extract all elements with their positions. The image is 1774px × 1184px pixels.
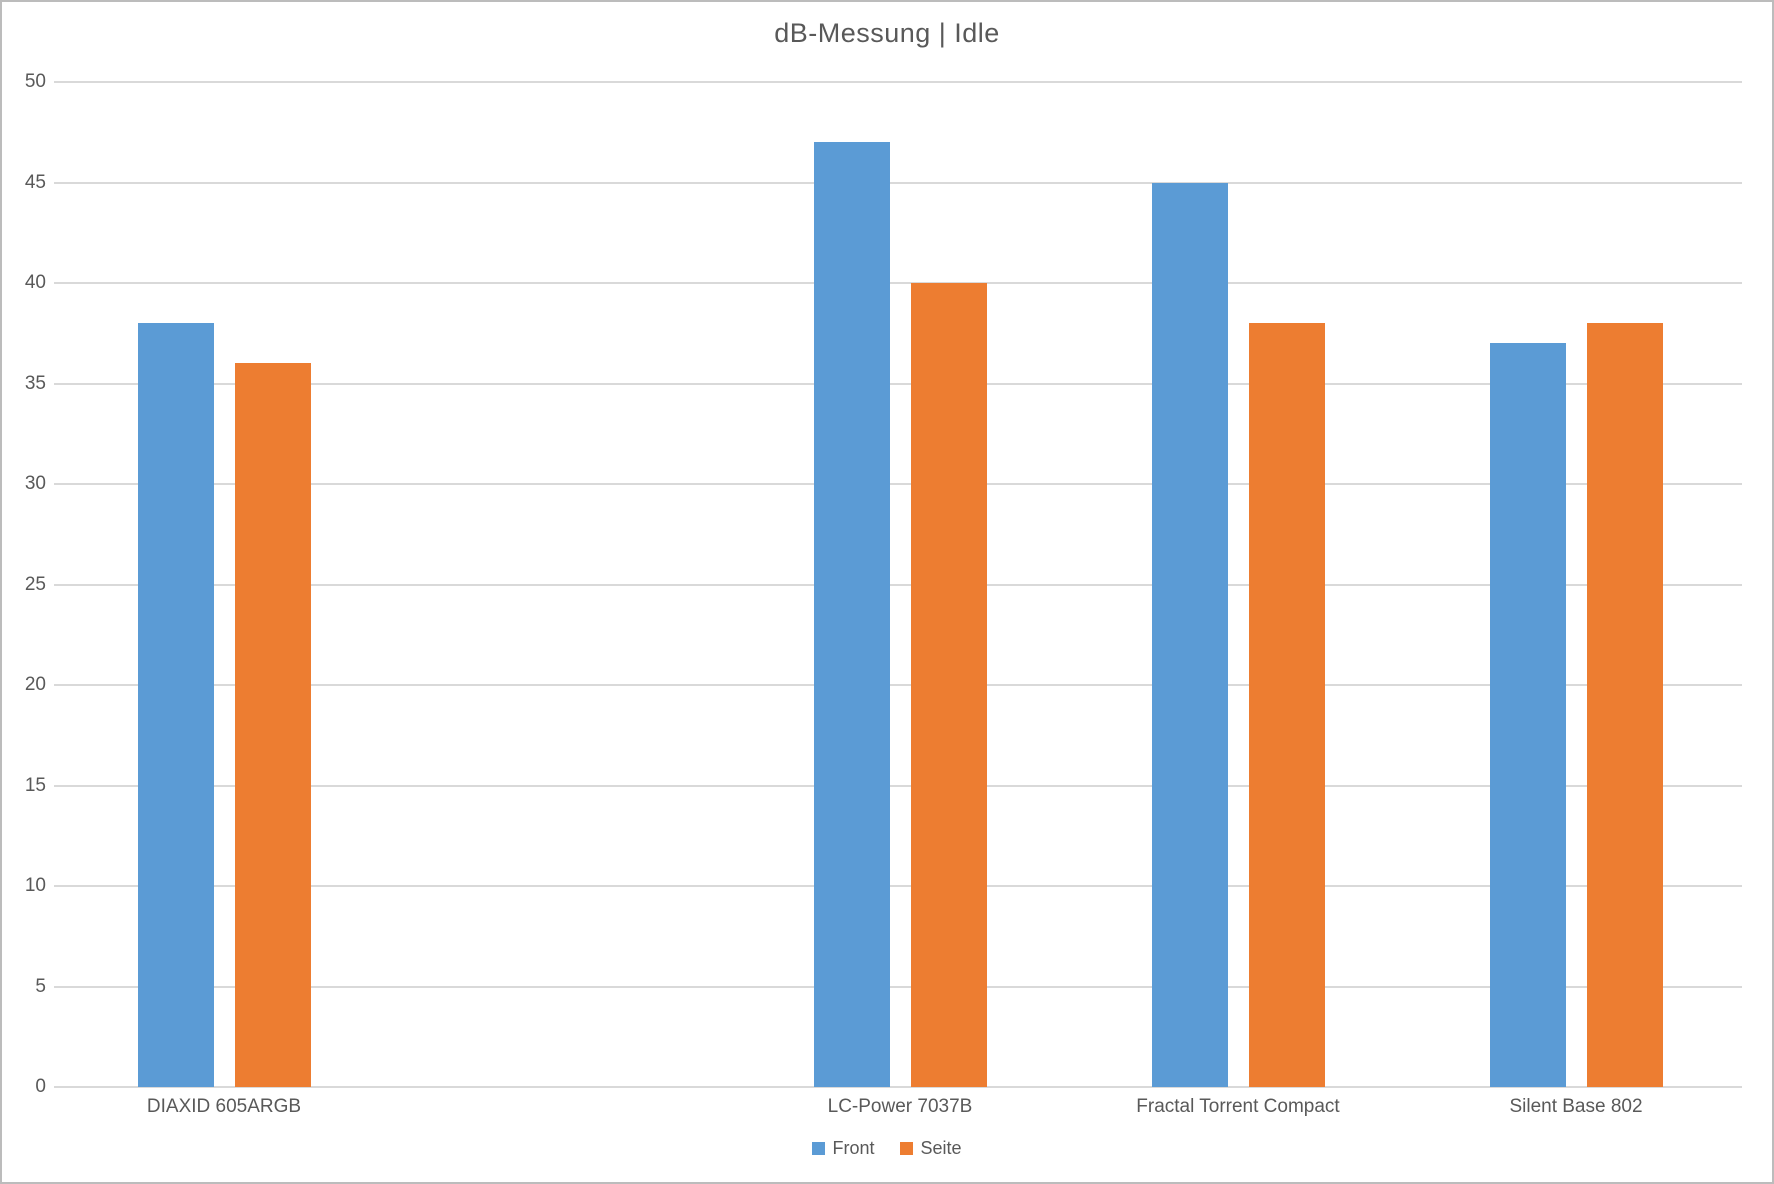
x-axis-category-label-fractal-torrent-compact: Fractal Torrent Compact — [1136, 1096, 1340, 1117]
y-axis-tick-label-0: 0 — [35, 1076, 46, 1097]
bar-front-silent-base-802 — [1489, 343, 1566, 1087]
y-axis-tick-label-25: 25 — [24, 573, 46, 595]
gridline-50 — [54, 81, 1742, 83]
legend-swatch-icon-front — [812, 1142, 826, 1155]
legend-item-seite: Seite — [900, 1138, 962, 1159]
gridline-25 — [54, 583, 1742, 586]
y-axis-tick-label-15: 15 — [24, 774, 46, 796]
gridline-45 — [54, 181, 1742, 184]
y-axis-tick-label-45: 45 — [24, 171, 46, 193]
bar-seite-silent-base-802 — [1586, 323, 1663, 1087]
bar-seite-lc-power-7037b — [910, 283, 987, 1087]
bar-seite-diaxid-605argb — [234, 363, 311, 1087]
legend-item-front: Front — [812, 1138, 874, 1159]
x-axis-category-label-silent-base-802: Silent Base 802 — [1509, 1096, 1643, 1117]
legend-label-seite: Seite — [920, 1138, 962, 1158]
x-axis-category-label-diaxid-605argb: DIAXID 605ARGB — [146, 1096, 302, 1117]
legend-swatch-icon-seite — [900, 1142, 914, 1155]
y-axis-tick-label-10: 10 — [24, 875, 46, 896]
x-axis-category-label-lc-power-7037b: LC-Power 7037B — [827, 1096, 973, 1117]
bar-front-diaxid-605argb — [137, 323, 214, 1087]
gridline-40 — [54, 282, 1742, 284]
y-axis-tick-label-40: 40 — [24, 272, 46, 293]
gridline-35 — [54, 382, 1742, 385]
gridline-30 — [54, 483, 1742, 485]
chart-title: dB-Messung | Idle — [774, 18, 1000, 48]
y-axis-tick-label-30: 30 — [24, 473, 46, 494]
bar-seite-fractal-torrent-compact — [1248, 323, 1325, 1087]
y-axis-tick-label-35: 35 — [24, 372, 46, 394]
y-axis-tick-label-20: 20 — [24, 674, 46, 695]
gridline-20 — [54, 684, 1742, 686]
gridline-0 — [54, 1086, 1742, 1088]
bar-front-fractal-torrent-compact — [1151, 182, 1228, 1087]
y-axis-tick-label-50: 50 — [24, 71, 46, 92]
legend-label-front: Front — [832, 1138, 875, 1158]
chart-legend: Front Seite — [2, 1138, 1772, 1159]
gridline-10 — [54, 885, 1742, 887]
y-axis-tick-label-5: 5 — [35, 975, 46, 997]
gridline-5 — [54, 985, 1742, 988]
gridline-15 — [54, 784, 1742, 787]
bar-front-lc-power-7037b — [813, 142, 890, 1087]
